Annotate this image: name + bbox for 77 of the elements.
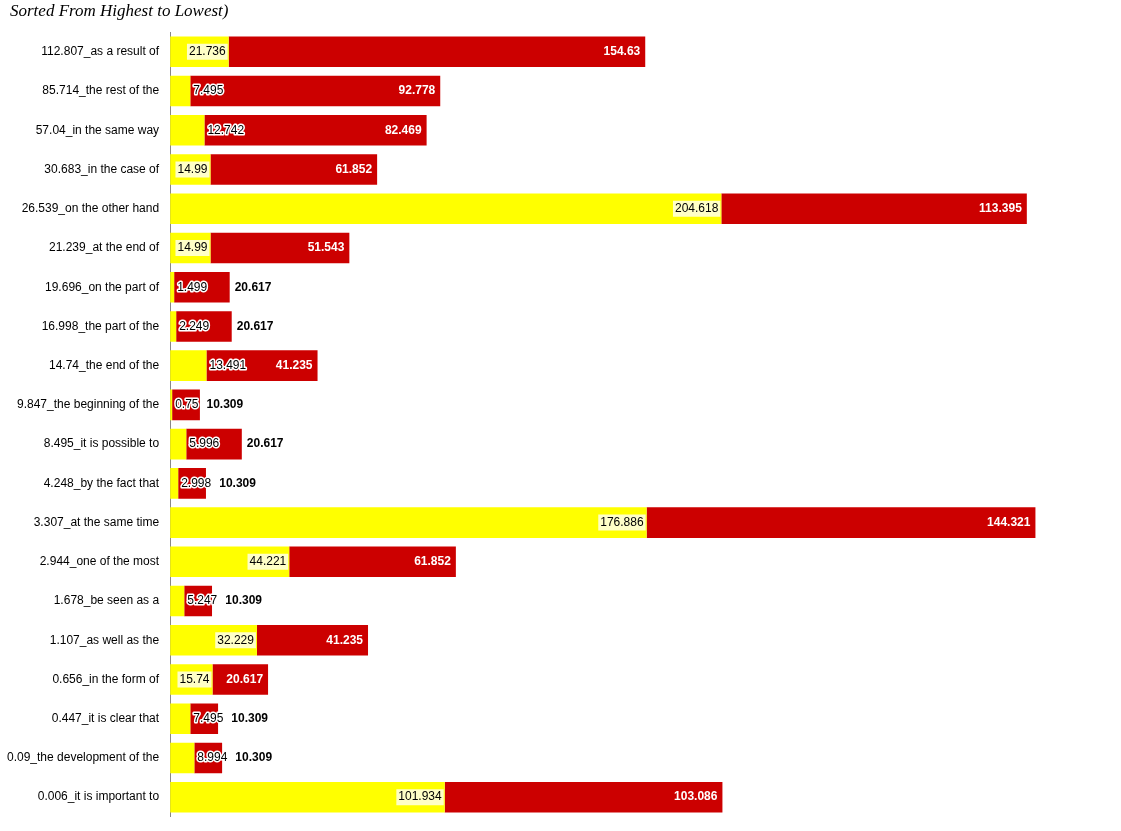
- data-label: 44.221: [249, 554, 287, 569]
- data-label: 176.886: [600, 514, 644, 529]
- y-tick-label: 85.714_the rest of the: [42, 83, 160, 98]
- y-tick-label: 8.495_it is possible to: [43, 436, 160, 451]
- data-label: 14.99: [177, 161, 208, 176]
- y-tick-label: 0.447_it is clear that: [51, 711, 160, 726]
- y-tick-label: 9.847_the beginning of the: [16, 397, 160, 412]
- bar: [721, 193, 1027, 225]
- bar: [170, 75, 191, 107]
- bar: [190, 75, 441, 107]
- bar: [170, 781, 445, 813]
- bar: [170, 703, 191, 735]
- data-label: 1.499: [177, 279, 208, 294]
- data-label: 20.617: [234, 279, 272, 294]
- data-label: 10.309: [235, 750, 273, 765]
- data-label: 7.495: [193, 83, 224, 98]
- data-label: 10.309: [219, 475, 257, 490]
- data-label: 51.543: [307, 240, 345, 255]
- data-label: 0.75: [175, 397, 199, 412]
- data-label: 14.99: [177, 240, 208, 255]
- data-label: 21.736: [188, 44, 226, 59]
- data-label: 20.617: [236, 318, 274, 333]
- data-label: 41.235: [275, 357, 313, 372]
- y-tick-label: 57.04_in the same way: [35, 122, 160, 137]
- bar: [170, 585, 185, 617]
- data-label: 92.778: [398, 83, 436, 98]
- data-label: 113.395: [979, 201, 1023, 216]
- y-tick-label: 1.107_as well as the: [49, 632, 160, 647]
- bar: [256, 624, 369, 656]
- y-tick-label: 14.74_the end of the: [49, 357, 160, 372]
- y-tick-label: 0.09_the development of the: [6, 750, 160, 765]
- bar: [170, 742, 195, 774]
- data-label: 10.309: [231, 711, 269, 726]
- data-label: 103.086: [674, 789, 718, 804]
- bar: [228, 36, 646, 68]
- bar: [170, 114, 205, 146]
- data-label: 61.852: [335, 161, 373, 176]
- y-tick-label: 0.006_it is important to: [37, 789, 160, 804]
- bar: [646, 507, 1036, 538]
- data-label: 82.469: [384, 122, 422, 137]
- data-label: 13.491: [209, 357, 247, 372]
- data-label: 20.617: [226, 671, 264, 686]
- bar: [204, 114, 427, 146]
- bar: [170, 507, 647, 538]
- y-tick-label: 0.656_in the form of: [52, 671, 160, 686]
- data-label: 41.235: [326, 632, 364, 647]
- data-label: 10.309: [225, 593, 263, 608]
- bar: [170, 350, 207, 381]
- y-tick-label: 16.998_the part of the: [41, 318, 160, 333]
- data-label: 20.617: [246, 436, 284, 451]
- y-tick-label: 4.248_by the fact that: [43, 475, 160, 490]
- chart-subtitle: Sorted From Highest to Lowest): [9, 0, 230, 22]
- data-label: 32.229: [217, 632, 255, 647]
- bar: [170, 193, 722, 225]
- bar: [170, 428, 187, 460]
- data-label: 144.321: [987, 514, 1031, 529]
- y-tick-label: 3.307_at the same time: [33, 514, 160, 529]
- y-tick-label: 1.678_be seen as a: [53, 593, 160, 608]
- data-label: 15.74: [179, 671, 210, 686]
- y-tick-label: 2.944_one of the most: [39, 554, 160, 569]
- bar: [210, 232, 350, 264]
- y-tick-label: 30.683_in the case of: [44, 161, 160, 176]
- data-label: 5.996: [189, 436, 220, 451]
- y-tick-label: 21.239_at the end of: [49, 240, 160, 255]
- data-label: 101.934: [398, 789, 443, 804]
- data-label: 204.618: [674, 201, 719, 216]
- data-label: 61.852: [414, 554, 452, 569]
- y-tick-label: 26.539_on the other hand: [21, 201, 160, 216]
- data-label: 2.249: [179, 318, 210, 333]
- bar: [210, 154, 378, 185]
- y-tick-label: 112.807_as a result of: [41, 44, 160, 59]
- y-tick-label: 19.696_on the part of: [45, 279, 160, 294]
- data-label: 12.742: [207, 122, 245, 137]
- bar: [444, 781, 723, 813]
- bar: [289, 546, 456, 578]
- data-label: 10.309: [206, 397, 244, 412]
- data-label: 154.63: [603, 44, 641, 59]
